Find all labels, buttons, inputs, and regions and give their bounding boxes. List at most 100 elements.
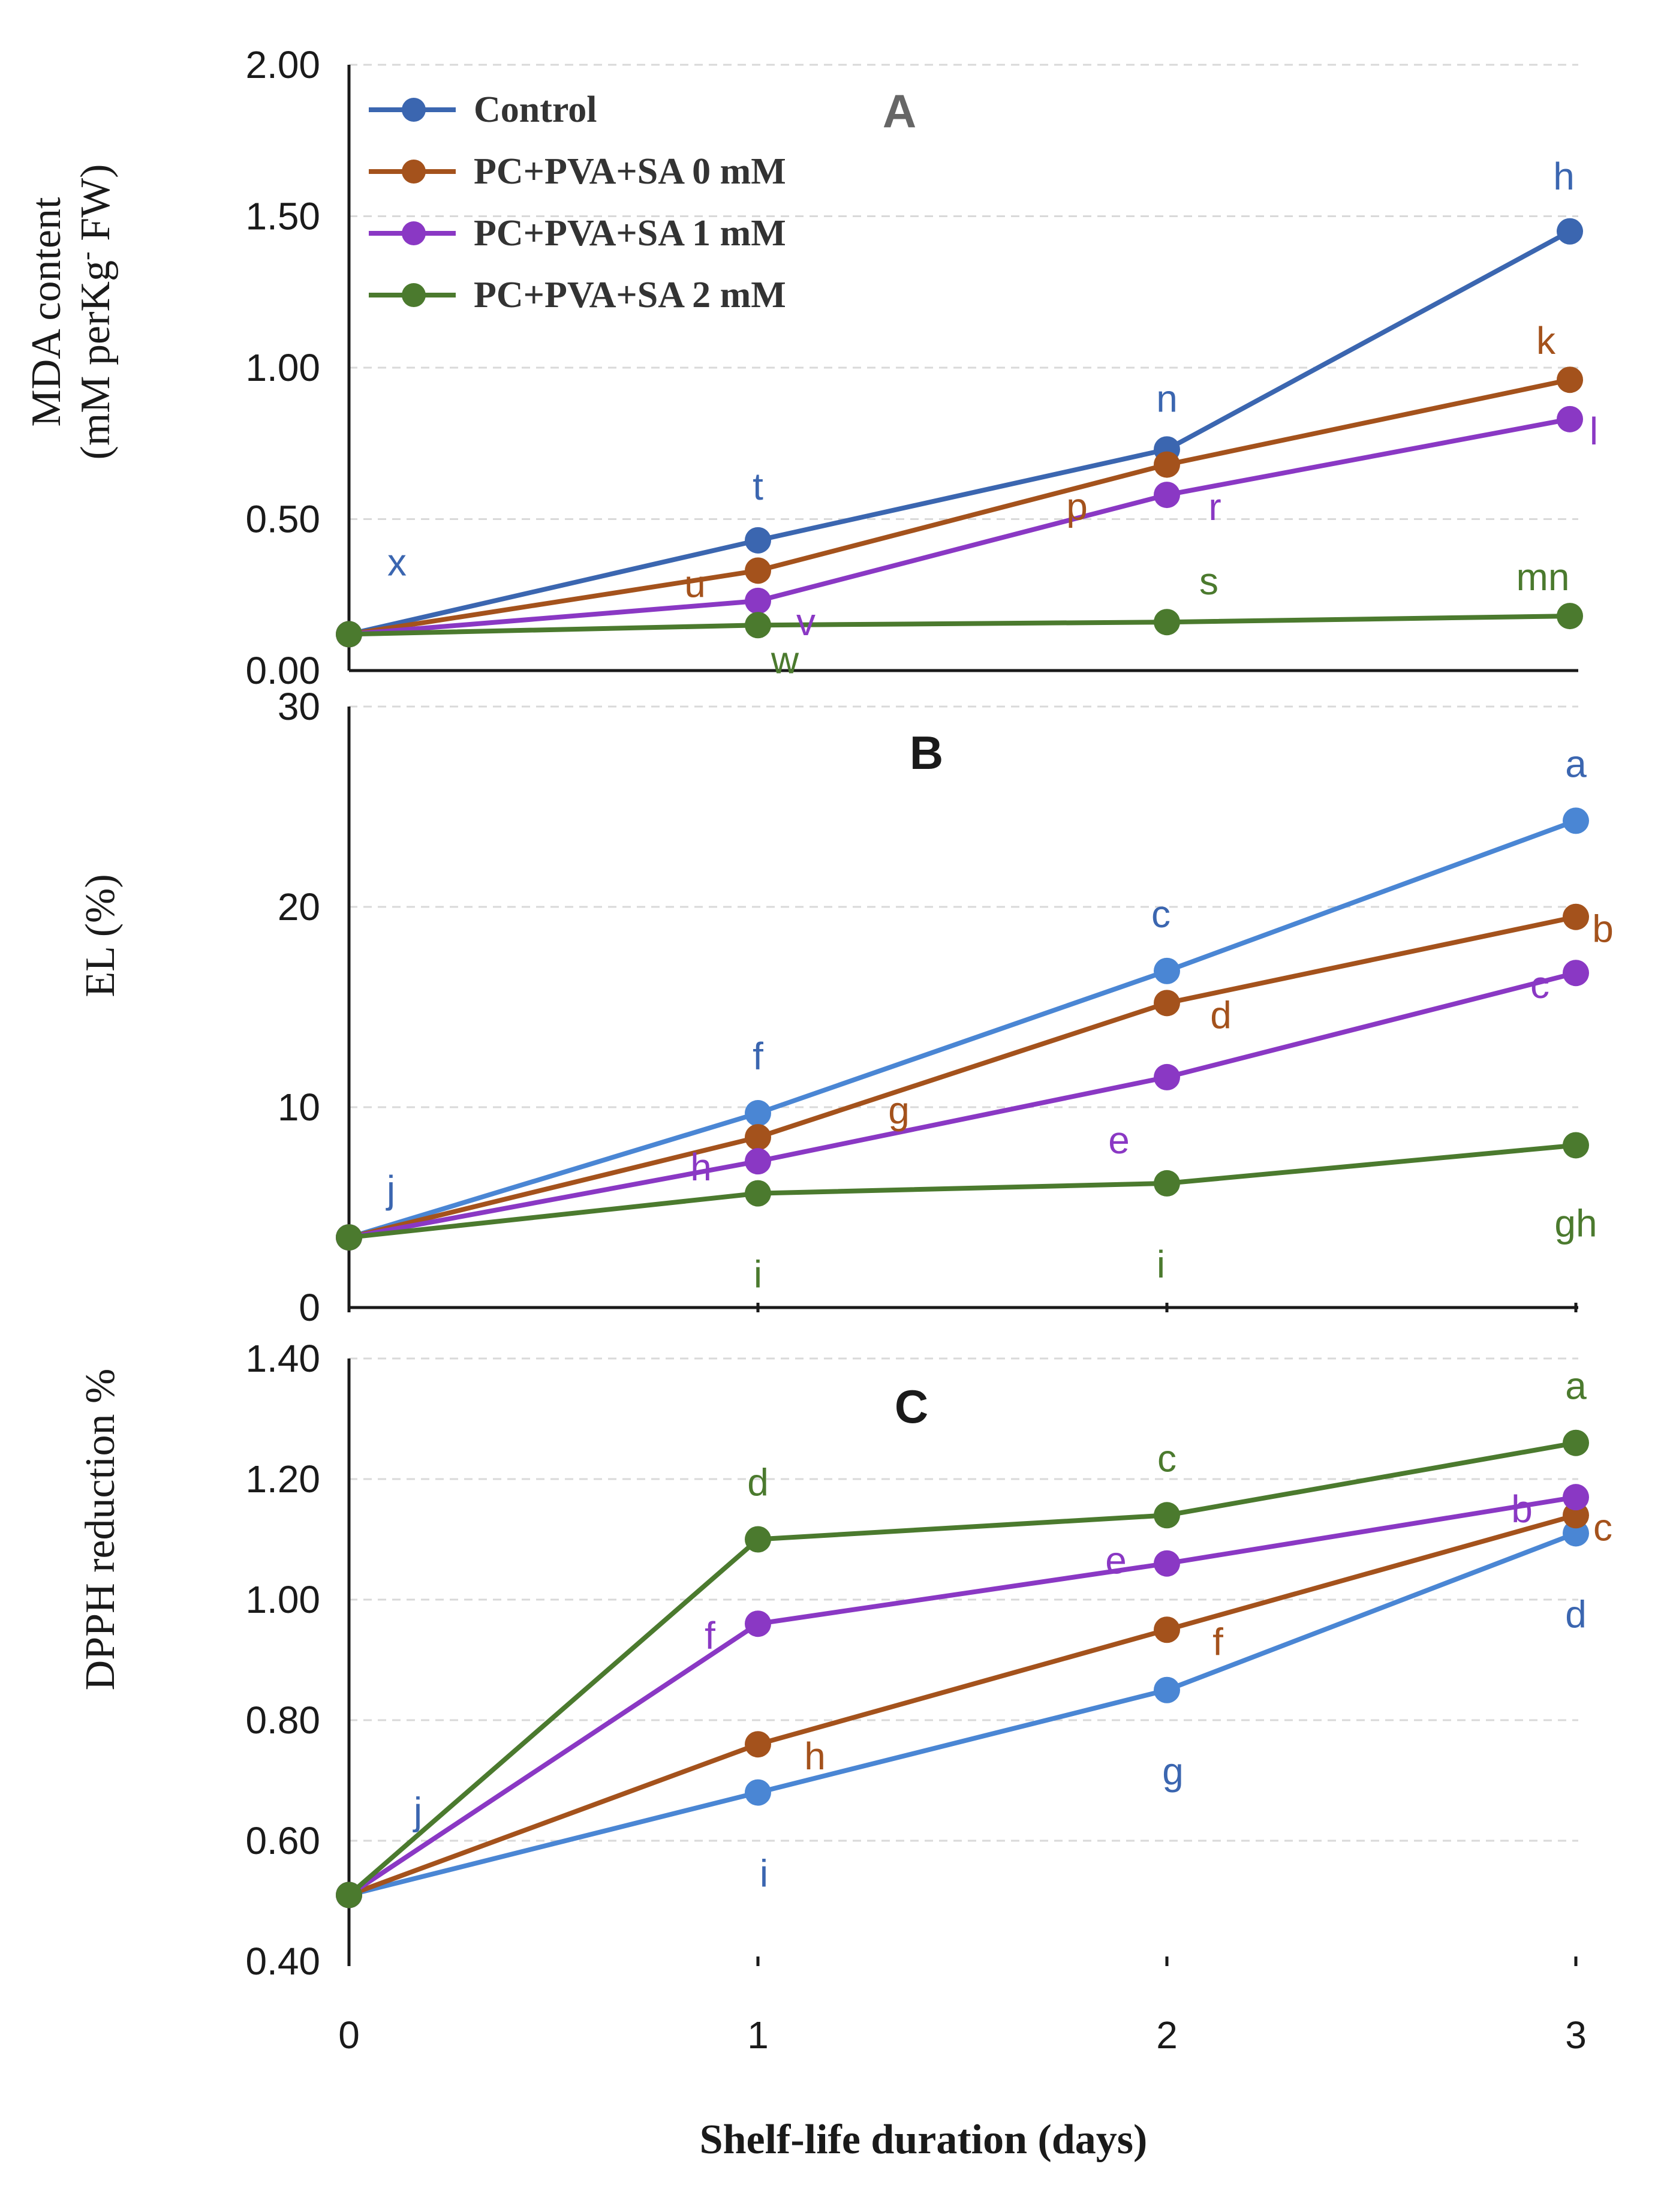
significance-letter-sa2: s: [1199, 560, 1218, 603]
significance-letter-control: j: [386, 1168, 395, 1211]
panel-a-y-tick-label: 1.50: [245, 195, 320, 238]
significance-letter-sa0: u: [684, 562, 706, 605]
significance-letter-control: c: [1151, 892, 1170, 936]
panel-a-title: A: [883, 85, 916, 137]
panel-b-y-tick-label: 0: [299, 1286, 320, 1329]
x-tick-label: 1: [747, 2013, 769, 2057]
data-point-control: [745, 527, 771, 554]
significance-letter-sa2: i: [1157, 1243, 1165, 1286]
data-point-sa0: [1154, 990, 1180, 1017]
legend-marker-sa0: [402, 160, 426, 184]
panel-a-y-ticks: 0.00 0.50 1.00 1.50 2.00: [245, 43, 320, 692]
panel-b-title: B: [910, 726, 943, 779]
panel-c-x-tickmarks: [347, 1956, 1578, 1966]
panel-b-gridlines: [349, 705, 1578, 1108]
significance-letter-control: g: [1162, 1750, 1184, 1793]
series-line-sa1: [347, 1495, 1576, 1897]
panel-c: 0.40 0.60 0.80 1.00 1.20 1.40 C DPPH reductio…: [77, 1337, 1612, 1983]
panel-b-y-ticks: 0 10 20 30: [278, 685, 320, 1329]
significance-letter-sa1: r: [1208, 485, 1221, 528]
series-line-sa0: [348, 1513, 1577, 1898]
legend-marker-control: [402, 98, 426, 122]
panel-b-series: [336, 807, 1589, 1251]
legend-marker-sa2: [402, 283, 426, 307]
series-line-sa0: [348, 377, 1570, 637]
data-point-sa1: [1563, 1484, 1589, 1511]
legend-label-sa1: PC+PVA+SA 1 mM: [474, 213, 786, 254]
data-point-sa0: [1563, 903, 1589, 930]
data-point-sa2: [1563, 1132, 1589, 1159]
series-line-sa2: [348, 1143, 1576, 1240]
significance-letter-sa1: l: [1590, 410, 1598, 453]
series-line-control: [348, 818, 1577, 1240]
data-point-sa2: [336, 1882, 362, 1909]
data-point-sa1: [745, 587, 771, 614]
panel-c-y-ticks: 0.40 0.60 0.80 1.00 1.20 1.40: [245, 1337, 320, 1983]
data-point-sa2: [1154, 609, 1180, 636]
panel-a-ylabel-line2: (mM perKg- FW): [71, 164, 119, 460]
significance-letter-sa2: w: [771, 638, 799, 681]
significance-letter-sa0: p: [1066, 485, 1088, 528]
significance-letter-control: j: [413, 1789, 422, 1832]
significance-letter-sa1: e: [1105, 1539, 1127, 1582]
series-line-sa2: [348, 614, 1570, 637]
panel-c-y-tick-label: 1.40: [245, 1337, 320, 1380]
panel-a-y-tick-label: 2.00: [245, 43, 320, 86]
x-tick-label: 0: [338, 2013, 360, 2057]
legend-label-control: Control: [474, 89, 597, 130]
significance-letter-sa1: c: [1530, 963, 1549, 1006]
data-point-sa2: [745, 1180, 771, 1207]
data-point-sa0: [1154, 451, 1180, 478]
data-point-sa2: [1557, 603, 1583, 630]
data-point-sa1: [1154, 482, 1180, 509]
series-line-sa0: [348, 914, 1576, 1240]
panel-a-series: [336, 218, 1583, 648]
panel-b: 0 10 20 30 B EL (%) j f c a g d b h e c i i gh: [77, 685, 1614, 1329]
x-axis-label: Shelf-life duration (days): [700, 2117, 1148, 2163]
panel-c-y-tick-label: 1.00: [245, 1578, 320, 1621]
data-point-control: [1154, 1676, 1180, 1703]
significance-letter-sa1: e: [1108, 1119, 1130, 1162]
data-point-sa2: [745, 612, 771, 639]
panel-c-y-tick-label: 0.80: [245, 1699, 320, 1742]
data-point-sa1: [1154, 1063, 1180, 1090]
x-tick-label: 3: [1565, 2013, 1587, 2057]
significance-letter-control: i: [760, 1852, 768, 1895]
panel-b-y-tick-label: 20: [278, 885, 320, 928]
panel-b-x-tickmarks: [347, 1303, 1578, 1312]
panel-a-ylabel-line1: MDA content: [23, 197, 70, 427]
series-line-sa1: [348, 970, 1576, 1240]
significance-letter-control: h: [1553, 155, 1575, 198]
panel-c-series: [336, 1429, 1589, 1909]
data-point-sa2: [336, 621, 362, 648]
data-point-sa0: [1154, 1616, 1180, 1643]
data-point-sa2: [1154, 1170, 1180, 1197]
panel-c-y-tick-label: 1.20: [245, 1457, 320, 1501]
panel-b-ylabel: EL (%): [77, 874, 124, 997]
significance-letter-sa2: c: [1157, 1436, 1176, 1480]
x-tick-labels: 0 1 2 3: [338, 2013, 1587, 2057]
data-point-sa0: [1563, 1502, 1589, 1529]
panel-a-y-tick-label: 0.00: [245, 649, 320, 692]
significance-letter-sa1: b: [1511, 1487, 1533, 1531]
data-point-control: [1563, 807, 1589, 834]
data-point-sa0: [1557, 366, 1583, 393]
data-point-sa1: [745, 1148, 771, 1175]
series-line-sa2: [347, 1440, 1576, 1897]
series-line-control: [348, 1531, 1577, 1898]
significance-letter-sa0: k: [1536, 319, 1556, 362]
panel-c-ylabel: DPPH reduction %: [77, 1369, 124, 1691]
significance-letter-sa1: h: [690, 1146, 712, 1189]
panel-c-gridlines: [349, 1357, 1578, 1842]
significance-letter-sa0: c: [1593, 1505, 1612, 1549]
significance-letter-sa0: b: [1592, 907, 1614, 951]
panel-a: 0.00 0.50 1.00 1.50 2.00 A MDA content (mM p…: [23, 43, 1598, 692]
significance-letter-control: t: [753, 465, 763, 508]
data-point-sa2: [1154, 1502, 1180, 1529]
panel-a-gridlines: [349, 64, 1578, 520]
panel-a-y-tick-label: 1.00: [245, 346, 320, 389]
data-point-sa0: [745, 1731, 771, 1758]
significance-letter-sa0: f: [1212, 1620, 1223, 1663]
